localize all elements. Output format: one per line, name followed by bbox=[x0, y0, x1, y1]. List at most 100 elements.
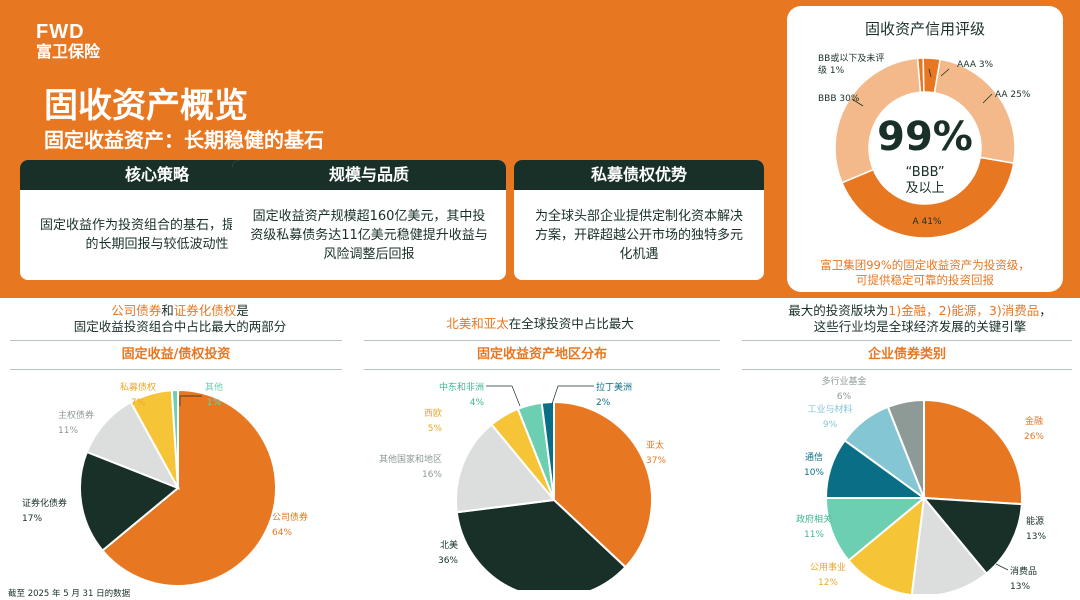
rating-note-line2: 可提供稳定可靠的投资回报 bbox=[856, 273, 994, 287]
pie-value: 5% bbox=[428, 424, 443, 434]
pie-slice-5 bbox=[540, 400, 555, 501]
pie-label: 工业与材料 bbox=[807, 403, 852, 415]
footnote: 截至 2025 年 5 月 31 日的数据 bbox=[8, 589, 131, 599]
section-title-regions: 固定收益资产地区分布 bbox=[364, 340, 720, 370]
label-bb-line2: 级 1% bbox=[818, 64, 845, 76]
pie-label: 公用事业 bbox=[810, 561, 846, 573]
pie-label: 其他 bbox=[205, 381, 223, 393]
right-section-note: 最大的投资版块为1)金融，2)能源，3)消费品， 这些行业均是全球经济发展的关键… bbox=[760, 303, 1080, 335]
note-text: 在全球投资中占比最大 bbox=[508, 316, 634, 331]
credit-rating-donut: 99% “BBB” 及以上 AAA 3% AA 25% A 41% BBB 30… bbox=[818, 52, 1031, 239]
pie-slice-3 bbox=[847, 495, 926, 594]
pie-label: 其他国家和地区 bbox=[379, 453, 442, 465]
pie-label: 政府相关 bbox=[796, 513, 832, 525]
pie-slice-0 bbox=[553, 400, 653, 569]
rating-center-value: 99% bbox=[877, 114, 973, 160]
card-title: 私募债权优势 bbox=[514, 160, 764, 190]
donut-slice-1 bbox=[933, 58, 1016, 164]
label-bb-line1: BB或以下及未评 bbox=[818, 52, 884, 64]
card-private-credit: 私募债权优势 为全球头部企业提供定制化资本解决方案，开辟超越公开市场的独特多元化… bbox=[514, 160, 764, 280]
note-text: 最大的投资版块为 bbox=[788, 303, 889, 318]
rating-note-line1: 富卫集团99%的固定收益资产为投资级， bbox=[820, 258, 1030, 272]
fwd-logo: FWD 富卫保险 bbox=[36, 22, 100, 62]
card-scale-quality: 规模与品质 固定收益资产规模超160亿美元，其中投资级私募债务达11亿美元稳健提… bbox=[232, 160, 506, 280]
pie-slice-7 bbox=[886, 398, 925, 499]
logo-mark: FWD bbox=[36, 21, 85, 43]
note-highlight: 1)金融，2)能源，3)消费品 bbox=[888, 303, 1040, 318]
mid-section-note: 北美和亚太在全球投资中占比最大 bbox=[370, 316, 710, 332]
pie-label: 金融 bbox=[1025, 415, 1043, 427]
note-text: 固定收益投资组合中占比最大的两部分 bbox=[73, 319, 287, 334]
donut-slice-2 bbox=[841, 156, 1015, 239]
pie-value: 17% bbox=[22, 514, 42, 524]
pie-slice-1 bbox=[455, 498, 627, 590]
pie-label: 北美 bbox=[440, 539, 458, 551]
pie-value: 7% bbox=[131, 398, 146, 408]
section-title-corporate-bonds: 企业债券类别 bbox=[742, 340, 1072, 370]
pie-label: 私募债权 bbox=[120, 381, 156, 393]
pie-slice-4 bbox=[824, 497, 927, 562]
section-title-fixed-income: 固定收益/债权投资 bbox=[10, 340, 342, 370]
pie-value: 9% bbox=[823, 420, 838, 430]
pie-value: 10% bbox=[804, 468, 824, 478]
leader-line bbox=[486, 385, 521, 407]
pie-label: 亚太 bbox=[646, 439, 664, 451]
pie-value: 6% bbox=[837, 392, 852, 402]
pie-value: 4% bbox=[470, 398, 485, 408]
leader-bbb bbox=[851, 98, 864, 107]
pie-label: 公司债券 bbox=[272, 511, 308, 523]
pie-label: 能源 bbox=[1026, 515, 1044, 527]
leader-bb bbox=[928, 68, 932, 78]
pie-value: 13% bbox=[1010, 582, 1030, 592]
rating-center-sub2: 及以上 bbox=[905, 181, 944, 196]
credit-rating-panel: 固收资产信用评级 99% “BBB” 及以上 AAA 3% AA 25% A 4… bbox=[787, 6, 1063, 292]
note-highlight: 证券化债权 bbox=[173, 303, 237, 318]
card-body: 固定收益资产规模超160亿美元，其中投资级私募债务达11亿美元稳健提升收益与风险… bbox=[250, 208, 488, 262]
pie-slice-0 bbox=[101, 388, 277, 587]
pie-value: 26% bbox=[1024, 432, 1044, 442]
note-text: 这些行业均是全球经济发展的关键引擎 bbox=[813, 319, 1027, 334]
pie-corporate-bonds: 金融 26% 能源 13% 消费品 13% 公用事业 12% 政府相关 11% 通信 10% 工业与材料… bbox=[796, 375, 1046, 594]
label-aa: AA 25% bbox=[995, 90, 1031, 100]
note-text: 和 bbox=[161, 303, 174, 318]
pie-value: 11% bbox=[58, 426, 78, 436]
label-aaa: AAA 3% bbox=[957, 60, 994, 70]
pie-value: 13% bbox=[1026, 532, 1046, 542]
pie-slice-1 bbox=[921, 496, 1023, 575]
pie-value: 64% bbox=[272, 528, 292, 538]
pie-slice-2 bbox=[85, 400, 181, 490]
leader-aaa bbox=[940, 68, 950, 77]
pie-label: 西欧 bbox=[424, 407, 442, 419]
note-text: ， bbox=[1039, 303, 1052, 318]
pie-value: 1% bbox=[207, 398, 222, 408]
card-body: 固定收益作为投资组合的基石，提供稳定的长期回报与较低波动性 bbox=[39, 218, 274, 252]
leader-line bbox=[995, 563, 1009, 571]
pie-slice-0 bbox=[923, 398, 1023, 506]
pie-fixed-income: 公司债券 64% 证券化债券 17% 主权债券 11% 私募债权 7% 其他 1% bbox=[22, 381, 308, 587]
pie-value: 2% bbox=[596, 398, 611, 408]
label-a: A 41% bbox=[912, 217, 941, 227]
note-highlight: 北美和亚太 bbox=[446, 316, 509, 331]
pie-slice-1 bbox=[79, 450, 180, 552]
pie-slice-2 bbox=[910, 495, 988, 594]
pie-label: 拉丁美洲 bbox=[596, 381, 632, 393]
rating-center-sub1: “BBB” bbox=[905, 165, 944, 180]
pie-value: 36% bbox=[438, 556, 458, 566]
pie-value: 12% bbox=[818, 578, 838, 588]
note-text: 是 bbox=[236, 303, 249, 318]
pie-label: 多行业基金 bbox=[821, 375, 866, 387]
page-title: 固收资产概览 bbox=[44, 86, 248, 126]
pie-value: 16% bbox=[422, 470, 442, 480]
leader-line bbox=[551, 385, 594, 405]
pie-label: 主权债券 bbox=[58, 409, 94, 421]
pie-label: 证券化债券 bbox=[22, 497, 67, 509]
pie-value: 37% bbox=[646, 456, 666, 466]
donut-slice-0 bbox=[922, 57, 941, 94]
card-body: 为全球头部企业提供定制化资本解决方案，开辟超越公开市场的独特多元化机遇 bbox=[534, 208, 743, 262]
donut-slice-3 bbox=[834, 57, 922, 184]
pie-slice-2 bbox=[455, 423, 556, 514]
pie-value: 11% bbox=[804, 530, 824, 540]
logo-chinese-name: 富卫保险 bbox=[36, 42, 101, 61]
pie-label: 消费品 bbox=[1010, 565, 1037, 577]
pie-label: 中东和非洲 bbox=[439, 381, 484, 393]
